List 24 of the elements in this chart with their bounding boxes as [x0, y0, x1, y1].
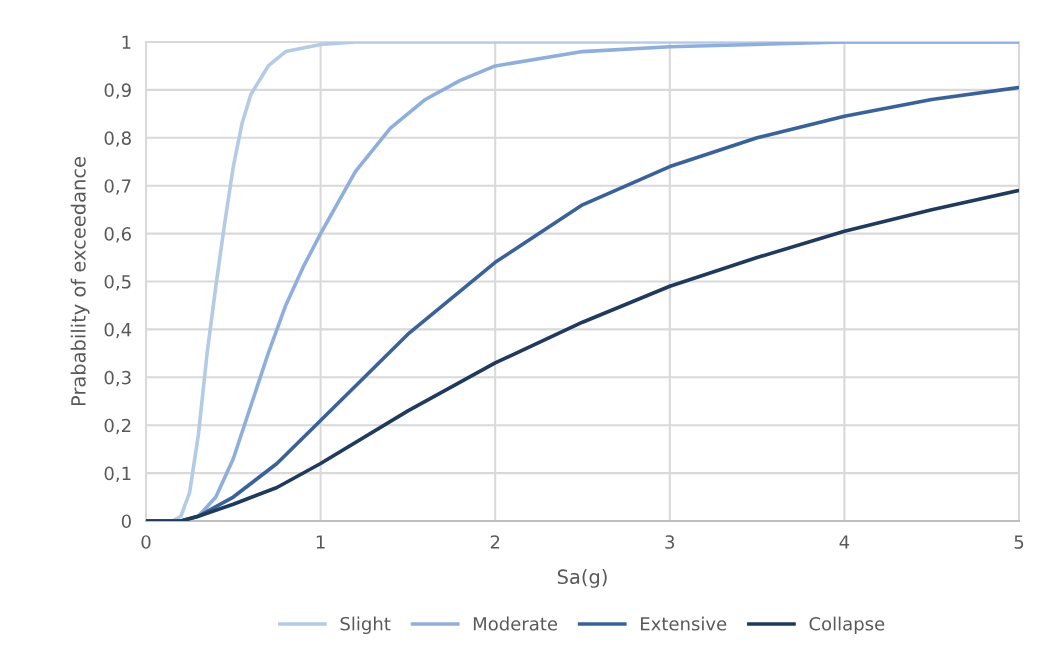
y-axis-title: Prabability of exceedance	[70, 157, 90, 406]
legend-label: Moderate	[473, 616, 558, 631]
x-tick-label: 4	[839, 535, 850, 549]
x-tick-label: 1	[316, 535, 325, 549]
y-tick-label: 0,9	[104, 83, 131, 99]
x-tick-label: 5	[1014, 535, 1024, 549]
y-tick-label: 0,5	[104, 274, 131, 291]
legend-label: Collapse	[809, 616, 885, 635]
y-tick-label: 0	[121, 514, 131, 529]
y-tick-label: 1	[122, 35, 131, 49]
y-tick-label: 0,4	[104, 322, 132, 339]
y-tick-label: 0,1	[104, 466, 131, 483]
x-tick-label: 2	[490, 535, 500, 549]
x-axis-title: Sa(g)	[557, 569, 607, 588]
legend-label: Slight	[340, 616, 391, 635]
x-tick-label: 3	[665, 535, 675, 549]
y-tick-label: 0,3	[104, 370, 131, 387]
line-series	[146, 188, 1019, 521]
x-tick-label: 0	[141, 535, 151, 549]
legend-label: Extensive	[641, 616, 727, 631]
y-tick-label: 0,7	[104, 179, 131, 195]
y-tick-label: 0,8	[104, 131, 131, 147]
y-tick-label: 0,2	[104, 418, 131, 435]
y-tick-label: 0,6	[104, 227, 131, 243]
